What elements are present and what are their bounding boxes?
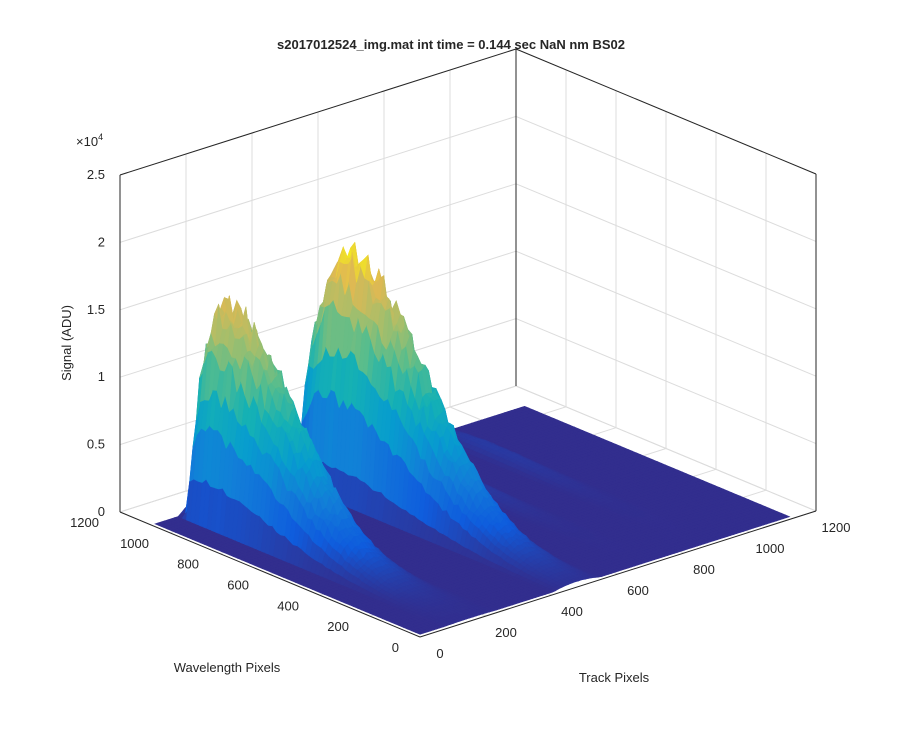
grid-z-sidewall-1 bbox=[515, 318, 817, 445]
surface-mesh bbox=[154, 241, 791, 635]
box-edge-top-back-x bbox=[119, 48, 517, 176]
grid-z-backwall-4 bbox=[119, 115, 517, 243]
grid-z-sidewall-2 bbox=[515, 250, 817, 377]
box-edge-top-back-y bbox=[515, 48, 817, 175]
grid-z-sidewall-4 bbox=[515, 115, 817, 242]
grid-z-sidewall-0 bbox=[515, 385, 817, 512]
grid-z-sidewall-3 bbox=[515, 183, 817, 310]
grid-z-backwall-3 bbox=[119, 183, 517, 311]
